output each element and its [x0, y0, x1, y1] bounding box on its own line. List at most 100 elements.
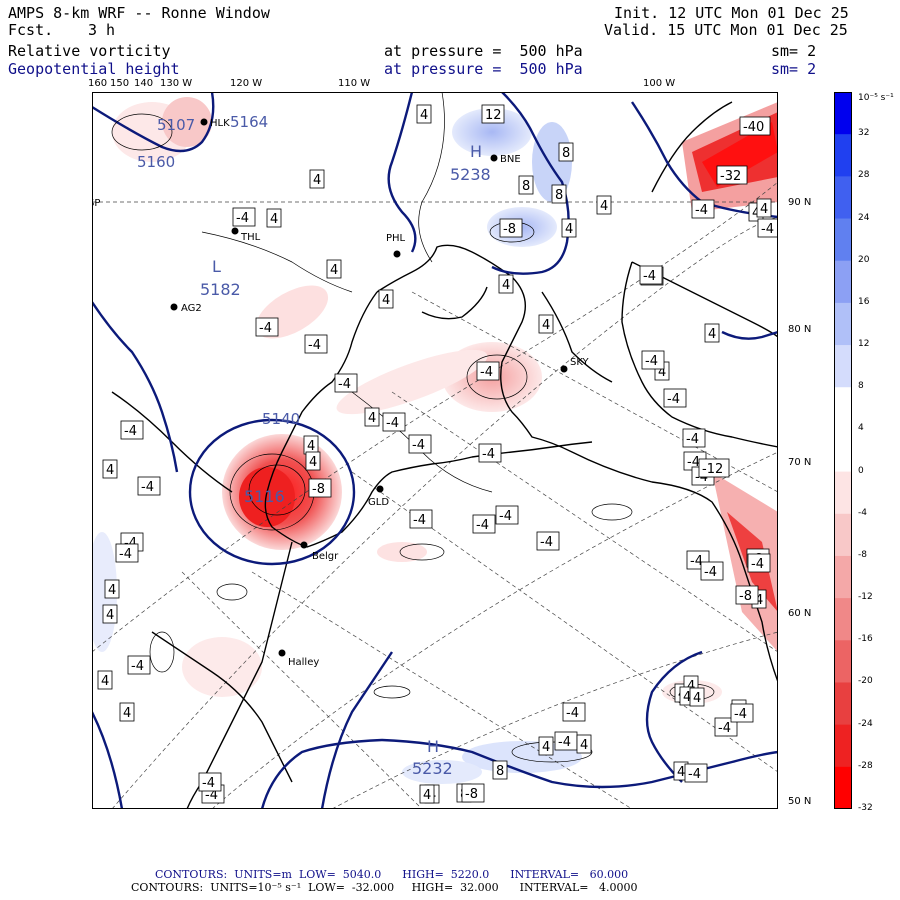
map-frame [92, 92, 778, 809]
contour-label-box [102, 459, 118, 479]
contour-label-text: 4 [420, 108, 428, 123]
contour-label-text: -4 [412, 438, 425, 453]
contour-label-box [551, 184, 567, 204]
contour-label-box [716, 165, 748, 185]
high-symbol-2: H [427, 737, 439, 756]
forecast-label: Fcst. [8, 21, 54, 39]
high-value: 5238 [450, 165, 491, 184]
pressure-centers: H 5238 L 5182 5116 H 5232 5107 5164 5160… [137, 113, 491, 778]
contour-label-text: -4 [386, 416, 399, 431]
stations: HLK BNE THL PHL AG2 SKY GLD Belgr Halley… [92, 118, 590, 668]
contour-label-box [639, 265, 663, 285]
vorticity-map[interactable]: H 5238 L 5182 5116 H 5232 5107 5164 5160… [92, 92, 778, 809]
colorbar-label: 20 [858, 254, 870, 265]
lon-label: 100 W [643, 78, 676, 89]
contour-label-box [538, 736, 554, 756]
contour-label-text: -12 [702, 462, 723, 477]
colorbar-label: -28 [858, 760, 873, 771]
colorbar-label: 24 [858, 212, 870, 223]
contour-label-text: -4 [718, 721, 731, 736]
contour-label-box [478, 443, 502, 463]
contour-label-text: 4 [693, 691, 701, 706]
contour-label-box [735, 585, 759, 605]
contour-label-text: 4 [368, 411, 376, 426]
contour-label-box [309, 169, 325, 189]
contour-label-text: 4 [580, 738, 588, 753]
contour-label-text: 8 [522, 179, 530, 194]
contour-label-text: -4 [734, 707, 747, 722]
colorbar-swatch [834, 176, 852, 220]
contour-label-box [378, 289, 394, 309]
colorbar-swatch [834, 345, 852, 388]
contour-label-text: -4 [690, 554, 703, 569]
contour-label-box [700, 561, 724, 581]
contour-label-text: 4 [123, 706, 131, 721]
contour-label-text: 4 [101, 674, 109, 689]
colorbar-swatch [834, 92, 852, 135]
contour-label-text: 8 [496, 764, 504, 779]
contour-label-box [518, 175, 534, 195]
contour-label-text: 4 [755, 593, 763, 608]
contour-label-box [308, 478, 332, 498]
contour-label-text: 4 [565, 222, 573, 237]
contour-label-box [198, 772, 222, 792]
colorbar-swatch [834, 134, 852, 177]
station-label: SP [92, 198, 100, 209]
contour-label-box [104, 579, 120, 599]
contour-label-text: -4 [645, 354, 658, 369]
contour-label-text: -4 [499, 509, 512, 524]
contour-label-text: 8 [562, 146, 570, 161]
contour-label-text: -4 [558, 735, 571, 750]
contour-label-box [304, 334, 328, 354]
contour-label-text: 4 [677, 765, 685, 780]
colorbar-swatch [834, 598, 852, 641]
contour-label-box [739, 116, 771, 136]
contour-label-text: -8 [312, 482, 325, 497]
contour-label-box [326, 259, 342, 279]
contour-label-text: 4 [708, 327, 716, 342]
contour-label-text: -4 [566, 706, 579, 721]
lat-label: 70 N [788, 457, 812, 468]
colorbar-swatch [834, 513, 852, 557]
colorbar-label: -32 [858, 803, 873, 813]
contour-label-text: -4 [236, 211, 249, 226]
colorbar-label: 4 [858, 423, 864, 434]
coastline [111, 101, 778, 809]
contour-label-box [461, 783, 485, 803]
contour-label-box [364, 407, 380, 427]
lon-label: 110 W [338, 78, 371, 89]
contour-labels: 4128884444-8-44444-44-4-4-4-4-4-44-4-44-… [97, 104, 778, 804]
contour-label-box [408, 434, 432, 454]
colorbar-swatch [834, 218, 852, 262]
height-value: 5107 [157, 116, 195, 134]
low-symbol: L [212, 257, 221, 276]
contour-label-text: -8 [739, 589, 752, 604]
colorbar-unit: 10⁻⁵ s⁻¹ [858, 93, 894, 103]
contour-label-box [747, 553, 771, 573]
colorbar-swatch [834, 555, 852, 599]
colorbar-label: -4 [858, 507, 867, 518]
contour-label-text: 4 [106, 463, 114, 478]
lat-label: 80 N [788, 324, 812, 335]
colorbar-swatch [834, 682, 852, 726]
contour-label-box [137, 476, 161, 496]
contour-label-box [419, 784, 435, 804]
contour-label-text: 4 [330, 263, 338, 278]
lon-label: 150 [110, 78, 130, 89]
low-value-2: 5116 [244, 487, 285, 506]
contour-label-text: 4 [502, 278, 510, 293]
contour-label-box [115, 543, 139, 563]
contour-label-box [382, 412, 406, 432]
contour-label-text: -4 [540, 535, 553, 550]
contour-label-text: 4 [600, 199, 608, 214]
lon-label: 160 [88, 78, 108, 89]
contour-label-box [698, 458, 730, 478]
contour-label-box [663, 388, 687, 408]
contour-label-text: 4 [687, 679, 695, 694]
contour-label-text: -4 [259, 321, 272, 336]
station-label: HLK [210, 118, 230, 129]
contour-label-box [499, 218, 523, 238]
contour-label-text: -4 [476, 518, 489, 533]
contour-label-box [561, 218, 577, 238]
height-value: 5160 [137, 153, 175, 171]
